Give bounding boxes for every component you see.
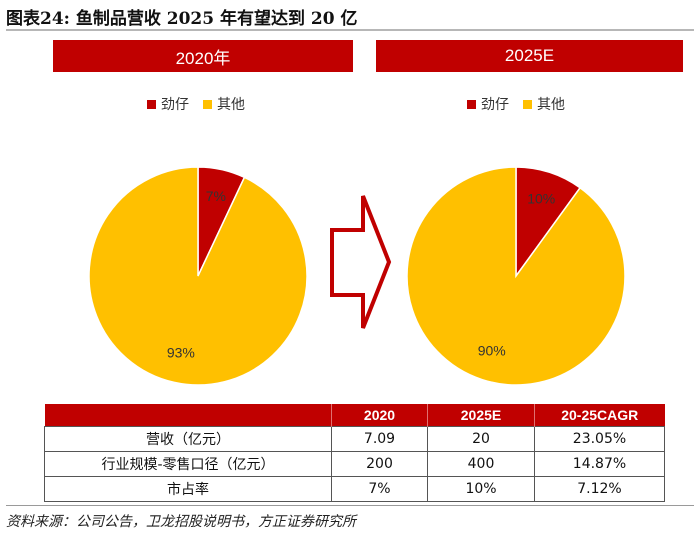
legend-2025: 劲仔 其他 [467, 94, 565, 114]
table-header-row: 2020 2025E 20-25CAGR [44, 404, 665, 427]
pie-data-label: 10% [527, 190, 555, 206]
legend-swatch-yellow [523, 99, 532, 109]
pie-data-label: 7% [206, 188, 226, 204]
table-row: 市占率 7% 10% 7.12% [44, 476, 665, 502]
table-cell: 7.12% [534, 476, 665, 502]
legend-label: 劲仔 [481, 97, 509, 113]
pie-2020: 7% 93% [88, 166, 308, 386]
legend-label: 其他 [537, 97, 565, 113]
table-row: 行业规模-零售口径（亿元） 200 400 14.87% [44, 451, 665, 477]
table-header-cell: 2025E [427, 404, 535, 427]
pie-2025: 10% 90% [406, 166, 626, 386]
pie-slice-other [406, 166, 626, 386]
table-header-cell: 2020 [331, 404, 428, 427]
table-cell: 行业规模-零售口径（亿元） [44, 451, 332, 477]
footer-divider [6, 505, 694, 506]
table-cell: 营收（亿元） [44, 426, 332, 452]
source-note: 资料来源：公司公告，卫龙招股说明书，方正证券研究所 [6, 514, 356, 530]
legend-item-other: 其他 [203, 94, 245, 114]
chart-2020-header: 2020年 [53, 40, 353, 72]
title-divider [6, 29, 694, 31]
table-header-cell: 20-25CAGR [534, 404, 665, 427]
legend-swatch-yellow [203, 99, 212, 109]
legend-label: 其他 [217, 97, 245, 113]
table-cell: 23.05% [534, 426, 665, 452]
chart-2025-header: 2025E [376, 40, 683, 72]
legend-swatch-red [467, 99, 476, 109]
table-header-cell [44, 404, 332, 427]
table-cell: 7.09 [331, 426, 428, 452]
pie-data-label: 90% [478, 343, 506, 359]
table-cell: 10% [427, 476, 535, 502]
figure-title: 图表24: 鱼制品营收 2025 年有望达到 20 亿 [6, 9, 358, 29]
legend-item-other: 其他 [523, 94, 565, 114]
table-cell: 200 [331, 451, 428, 477]
table-cell: 14.87% [534, 451, 665, 477]
legend-item-jinzai: 劲仔 [147, 94, 189, 114]
legend-label: 劲仔 [161, 97, 189, 113]
legend-2020: 劲仔 其他 [147, 94, 245, 114]
pie-data-label: 93% [167, 345, 195, 361]
pie-charts: 7% 93% 10% 90% [88, 166, 626, 386]
table-cell: 市占率 [44, 476, 332, 502]
summary-table: 2020 2025E 20-25CAGR 营收（亿元） 7.09 20 23.0… [44, 404, 665, 502]
legend-swatch-red [147, 99, 156, 109]
table-cell: 400 [427, 451, 535, 477]
table-cell: 7% [331, 476, 428, 502]
pie-slice-other [88, 166, 308, 386]
table-cell: 20 [427, 426, 535, 452]
right-arrow-icon [330, 195, 392, 329]
legend-item-jinzai: 劲仔 [467, 94, 509, 114]
table-row: 营收（亿元） 7.09 20 23.05% [44, 426, 665, 452]
